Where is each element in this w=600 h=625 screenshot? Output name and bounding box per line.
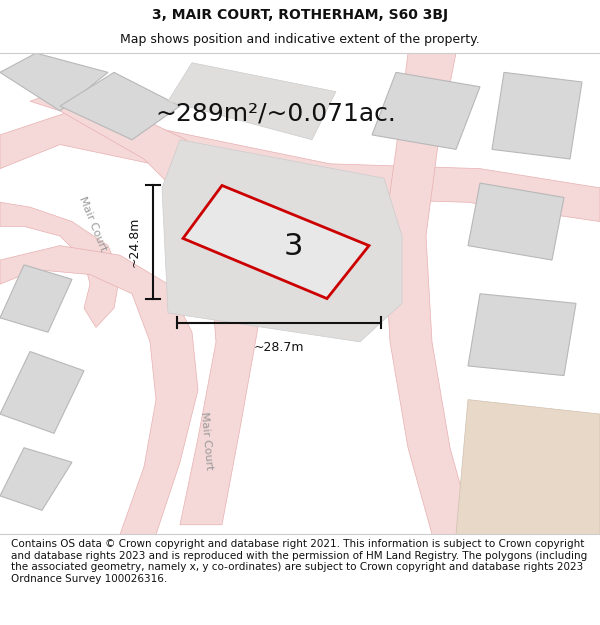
Text: Contains OS data © Crown copyright and database right 2021. This information is : Contains OS data © Crown copyright and d… bbox=[11, 539, 587, 584]
Polygon shape bbox=[492, 72, 582, 159]
Text: 3: 3 bbox=[284, 232, 303, 261]
Polygon shape bbox=[0, 448, 72, 510]
Polygon shape bbox=[0, 265, 72, 332]
Polygon shape bbox=[468, 183, 564, 260]
Text: ~289m²/~0.071ac.: ~289m²/~0.071ac. bbox=[155, 101, 397, 125]
Polygon shape bbox=[372, 72, 480, 149]
Polygon shape bbox=[162, 140, 402, 342]
Polygon shape bbox=[0, 53, 108, 111]
Polygon shape bbox=[384, 53, 474, 534]
Polygon shape bbox=[468, 294, 576, 376]
Text: Map shows position and indicative extent of the property.: Map shows position and indicative extent… bbox=[120, 33, 480, 46]
Polygon shape bbox=[456, 399, 600, 534]
Polygon shape bbox=[60, 72, 180, 140]
Polygon shape bbox=[183, 186, 369, 299]
Text: ~24.8m: ~24.8m bbox=[127, 217, 140, 268]
Polygon shape bbox=[168, 62, 336, 140]
Polygon shape bbox=[0, 351, 84, 433]
Polygon shape bbox=[0, 111, 600, 221]
Polygon shape bbox=[0, 202, 120, 328]
Polygon shape bbox=[30, 87, 258, 525]
Text: Mair Court: Mair Court bbox=[199, 411, 215, 470]
Text: 3, MAIR COURT, ROTHERHAM, S60 3BJ: 3, MAIR COURT, ROTHERHAM, S60 3BJ bbox=[152, 8, 448, 22]
Polygon shape bbox=[0, 246, 198, 534]
Text: Mair Court: Mair Court bbox=[77, 195, 109, 253]
Text: ~28.7m: ~28.7m bbox=[254, 341, 304, 354]
